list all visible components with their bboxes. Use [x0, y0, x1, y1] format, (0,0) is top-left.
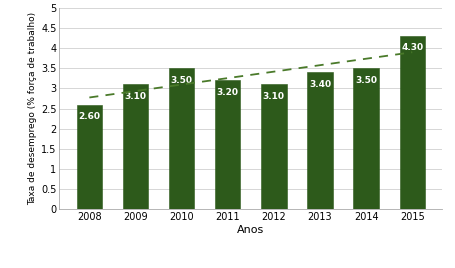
- Text: 2.60: 2.60: [78, 112, 100, 121]
- Bar: [76, 105, 102, 209]
- X-axis label: Anos: Anos: [237, 225, 264, 234]
- Text: 3.40: 3.40: [308, 80, 330, 89]
- Bar: [261, 84, 286, 209]
- Text: 3.20: 3.20: [216, 88, 238, 97]
- Text: 3.50: 3.50: [354, 76, 376, 85]
- Bar: [215, 80, 240, 209]
- Bar: [122, 84, 148, 209]
- Bar: [168, 68, 194, 209]
- Bar: [307, 72, 332, 209]
- Bar: [399, 36, 424, 209]
- Text: 3.10: 3.10: [262, 92, 284, 101]
- Text: 3.10: 3.10: [124, 92, 146, 101]
- Y-axis label: Taxa de desemprego (% força de trabalho): Taxa de desemprego (% força de trabalho): [28, 12, 37, 205]
- Text: 4.30: 4.30: [400, 43, 422, 53]
- Text: 3.50: 3.50: [170, 76, 192, 85]
- Bar: [353, 68, 378, 209]
